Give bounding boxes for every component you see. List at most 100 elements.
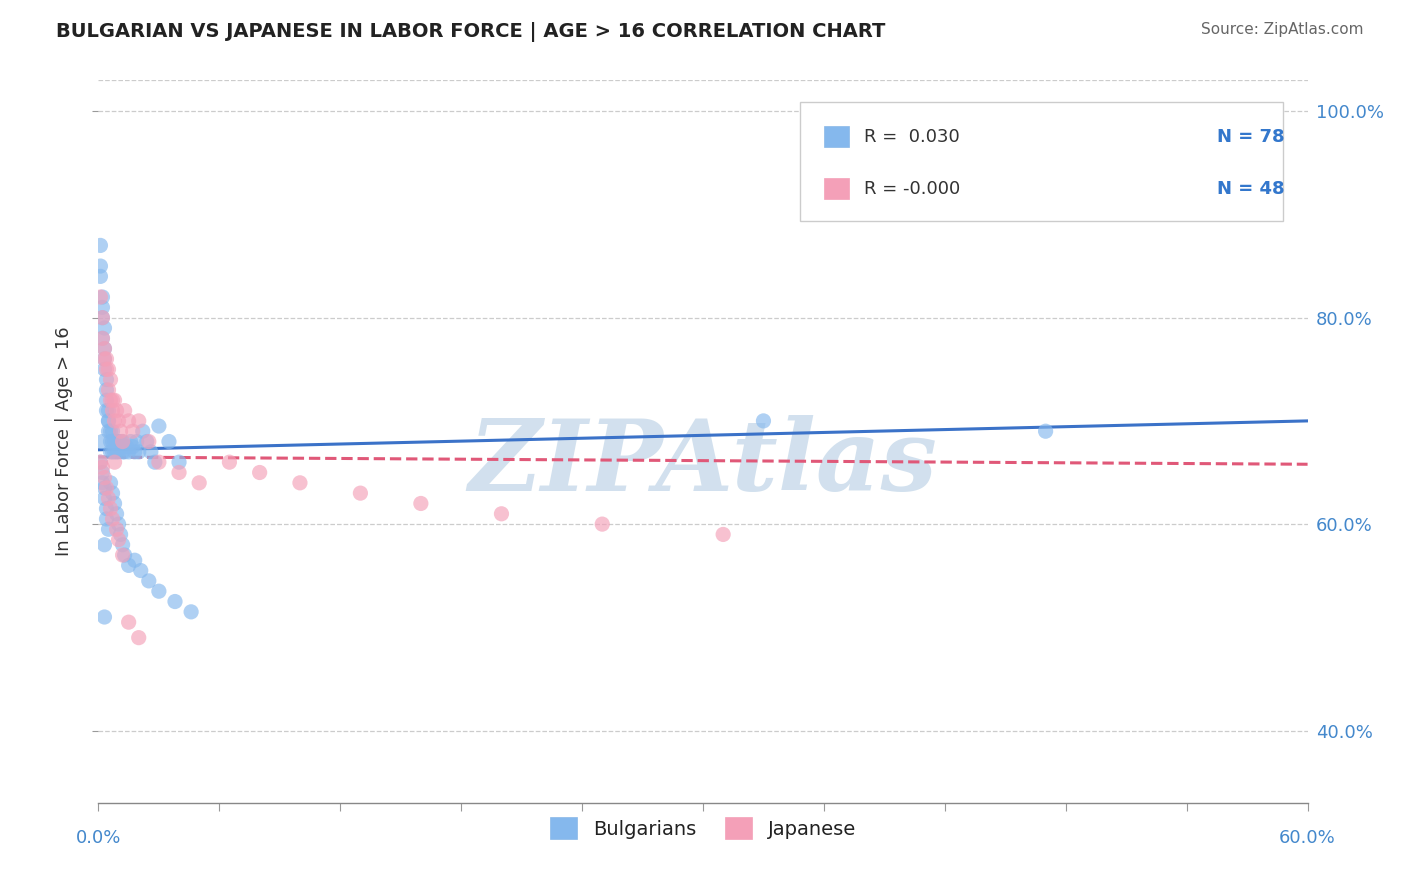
Point <box>101 393 124 408</box>
Point <box>138 574 160 588</box>
Point <box>96 373 118 387</box>
Point <box>100 393 122 408</box>
Point <box>110 440 132 454</box>
Point <box>97 362 120 376</box>
Point <box>115 440 138 454</box>
Point <box>89 455 111 469</box>
Point <box>111 434 134 449</box>
Point <box>114 548 136 562</box>
Point <box>96 393 118 408</box>
Point <box>89 259 111 273</box>
Point <box>591 517 613 532</box>
Y-axis label: In Labor Force | Age > 16: In Labor Force | Age > 16 <box>55 326 73 557</box>
Point <box>118 414 141 428</box>
Point <box>752 414 775 428</box>
Point <box>89 455 111 469</box>
Point <box>89 238 111 252</box>
Text: 0.0%: 0.0% <box>76 829 121 847</box>
Point <box>96 403 118 417</box>
Point <box>114 445 136 459</box>
Point <box>91 434 114 449</box>
Point <box>148 455 170 469</box>
Point <box>107 445 129 459</box>
Point <box>91 290 114 304</box>
Point <box>96 383 118 397</box>
Point <box>101 512 124 526</box>
Point <box>101 424 124 438</box>
Point <box>111 434 134 449</box>
Point <box>97 522 120 536</box>
Point <box>96 501 118 516</box>
Point <box>167 466 190 480</box>
Point <box>93 491 115 506</box>
Point <box>97 491 120 506</box>
Point <box>93 538 115 552</box>
Point <box>96 362 118 376</box>
FancyBboxPatch shape <box>824 178 849 200</box>
Point <box>91 460 114 475</box>
Point <box>100 475 122 490</box>
Point <box>111 445 134 459</box>
Point <box>120 434 142 449</box>
Point <box>129 564 152 578</box>
Text: Source: ZipAtlas.com: Source: ZipAtlas.com <box>1201 22 1364 37</box>
Point <box>121 424 143 438</box>
Point <box>105 445 128 459</box>
Point <box>93 610 115 624</box>
Point <box>100 373 122 387</box>
Point <box>491 507 513 521</box>
Point <box>101 486 124 500</box>
Point <box>128 414 150 428</box>
Text: BULGARIAN VS JAPANESE IN LABOR FORCE | AGE > 16 CORRELATION CHART: BULGARIAN VS JAPANESE IN LABOR FORCE | A… <box>56 22 886 42</box>
Point <box>105 403 128 417</box>
Point <box>135 434 157 449</box>
Point <box>249 466 271 480</box>
Point <box>188 475 211 490</box>
Point <box>157 434 180 449</box>
Point <box>96 351 118 366</box>
Point <box>167 455 190 469</box>
Point <box>107 434 129 449</box>
Point <box>101 434 124 449</box>
Point <box>97 424 120 438</box>
Point <box>148 584 170 599</box>
Point <box>180 605 202 619</box>
Point <box>100 501 122 516</box>
Point <box>96 481 118 495</box>
Point <box>93 481 115 495</box>
Point <box>101 403 124 417</box>
Point <box>103 496 125 510</box>
Point <box>132 424 155 438</box>
Point <box>91 331 114 345</box>
Point <box>103 455 125 469</box>
Point <box>91 301 114 315</box>
Point <box>110 434 132 449</box>
Text: R =  0.030: R = 0.030 <box>863 128 959 145</box>
Point <box>218 455 240 469</box>
Point <box>93 362 115 376</box>
Point <box>124 445 146 459</box>
Point <box>110 424 132 438</box>
Point <box>97 414 120 428</box>
Point <box>121 440 143 454</box>
Point <box>93 351 115 366</box>
Point <box>93 351 115 366</box>
Point <box>91 310 114 325</box>
Point <box>93 470 115 484</box>
Point <box>409 496 432 510</box>
Point <box>97 414 120 428</box>
Point <box>118 558 141 573</box>
Point <box>105 434 128 449</box>
Point <box>105 522 128 536</box>
Point <box>118 445 141 459</box>
Point <box>101 445 124 459</box>
Point <box>138 434 160 449</box>
Point <box>139 445 162 459</box>
Point <box>96 512 118 526</box>
Point <box>91 466 114 480</box>
Point <box>143 455 166 469</box>
Point <box>91 310 114 325</box>
FancyBboxPatch shape <box>824 126 849 147</box>
Point <box>111 538 134 552</box>
Point <box>349 486 371 500</box>
